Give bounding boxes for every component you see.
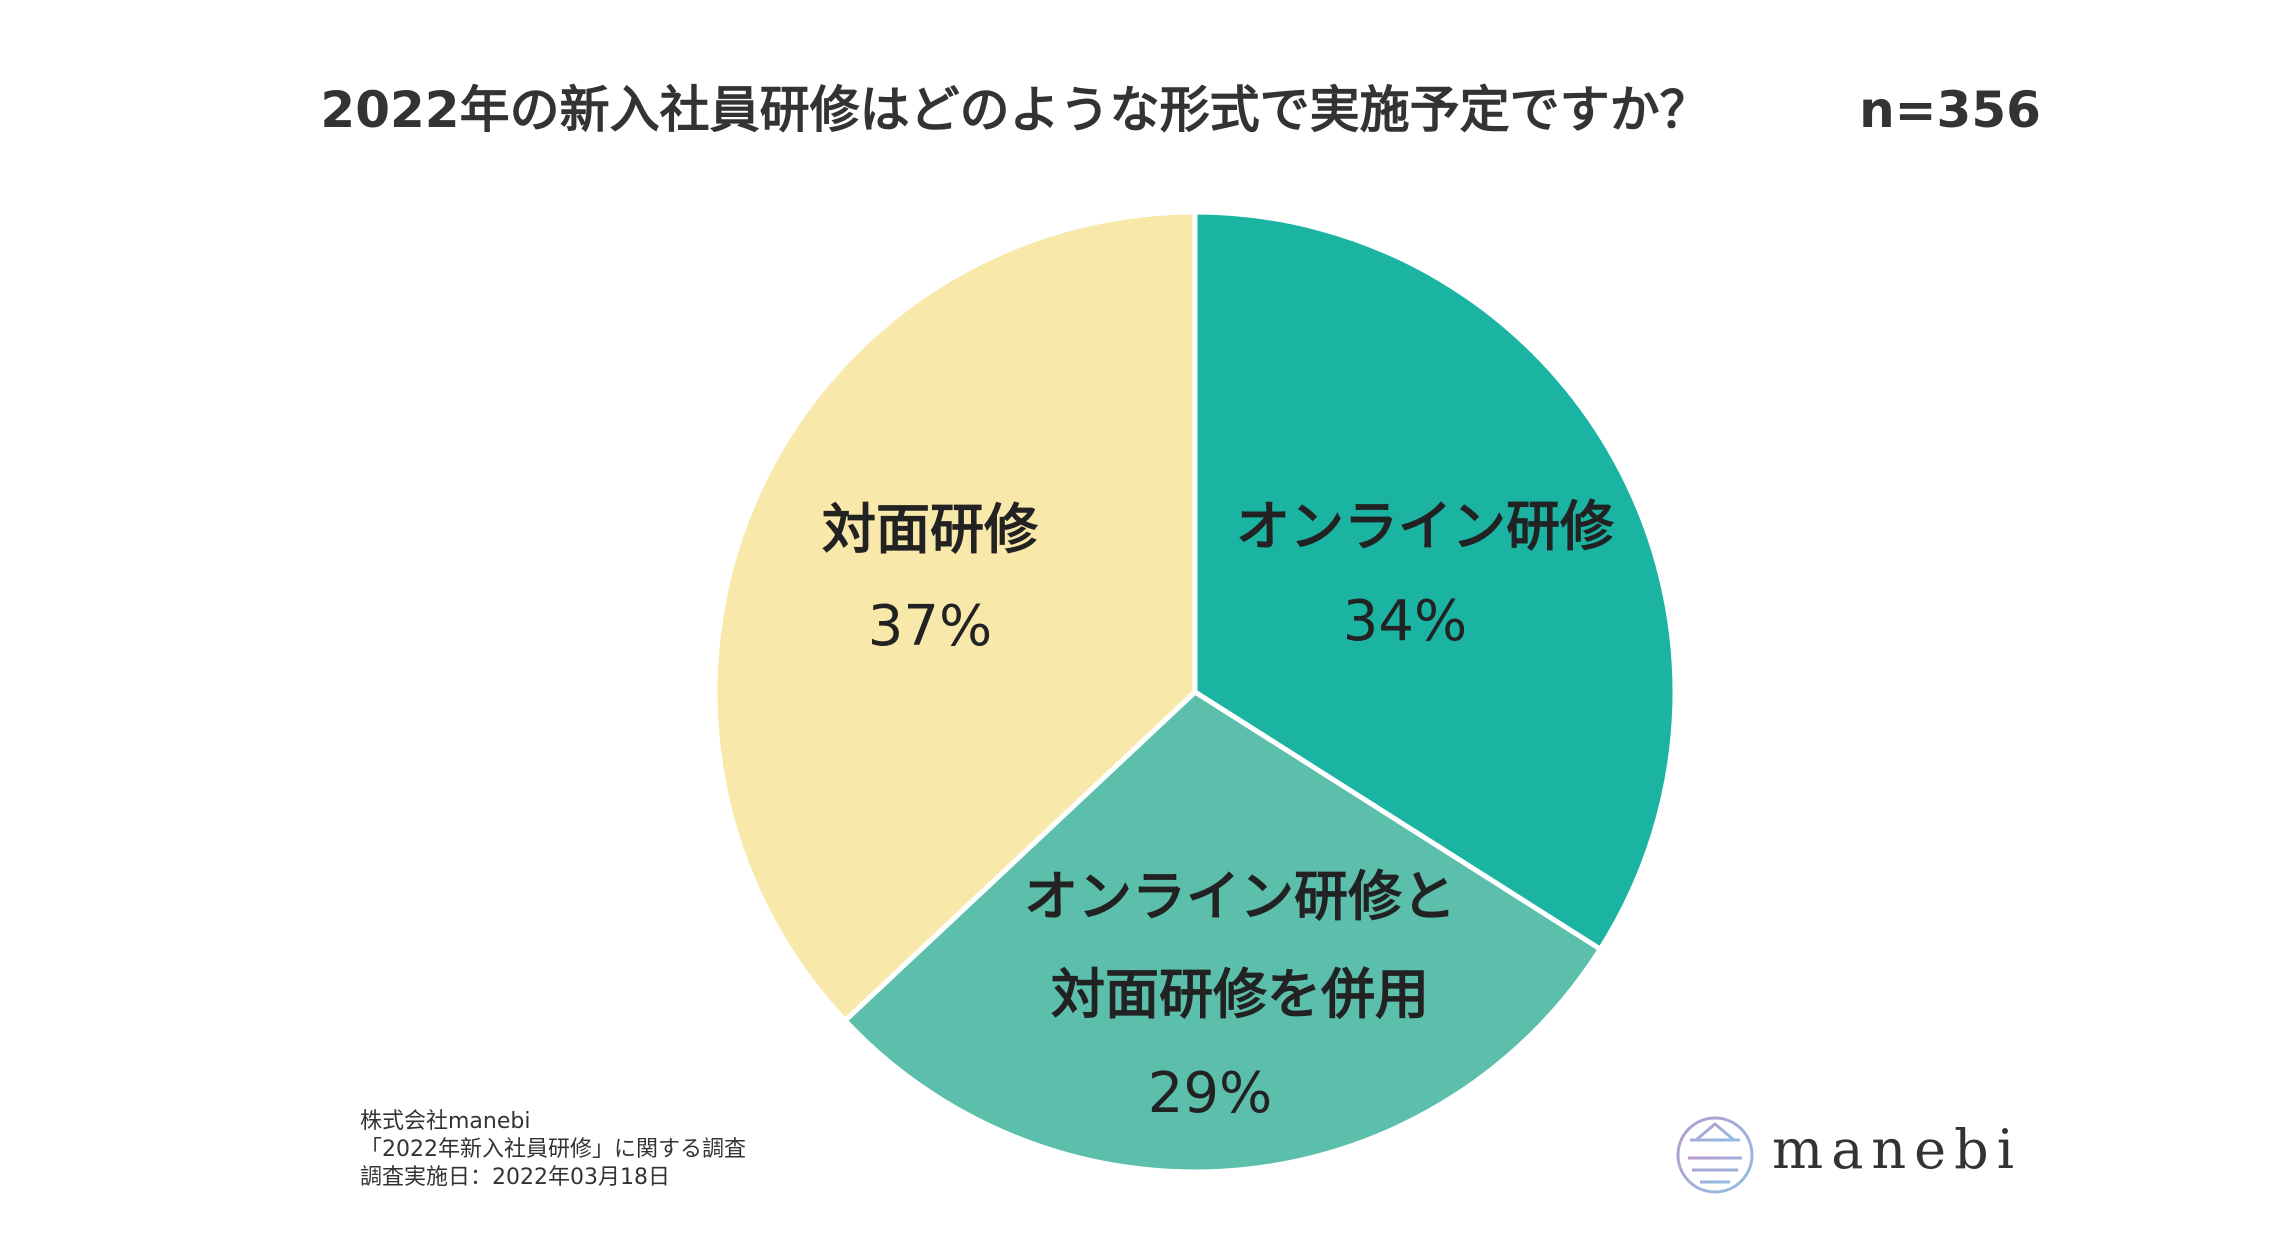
- slice-1-name-line-1: オンライン研修: [1236, 495, 1615, 558]
- slice-2-name-line-2: 対面研修を併用: [1051, 963, 1429, 1026]
- footer-note: 株式会社manebi 「2022年新入社員研修」に関する調査 調査実施日：202…: [360, 1108, 746, 1192]
- pie-slices: [712, 209, 1678, 1175]
- footer-company: 株式会社manebi: [360, 1109, 531, 1134]
- manebi-emblem-icon: [1676, 1116, 1754, 1194]
- slice-3-name-line-1: 対面研修: [822, 498, 1039, 561]
- slice-2-name-line-1: オンライン研修と: [1024, 865, 1456, 928]
- pie-slice-2: [842, 689, 1603, 1175]
- slice-2-percent-label: 29%: [1148, 1061, 1272, 1126]
- manebi-logo-text: manebi: [1772, 1118, 2022, 1181]
- footer-date: 調査実施日：2022年03月18日: [360, 1165, 670, 1190]
- footer-survey: 「2022年新入社員研修」に関する調査: [360, 1137, 746, 1162]
- slice-3-percent-label: 37%: [868, 594, 992, 659]
- pie-slice-3: [712, 209, 1198, 1024]
- slice-1-percent-label: 34%: [1343, 589, 1467, 654]
- sample-size-label: n=356: [1859, 81, 2041, 139]
- chart-title: 2022年の新入社員研修はどのような形式で実施予定ですか？: [320, 81, 1709, 139]
- manebi-logo: manebi: [1672, 1112, 2014, 1202]
- pie-slice-1: [1192, 209, 1678, 952]
